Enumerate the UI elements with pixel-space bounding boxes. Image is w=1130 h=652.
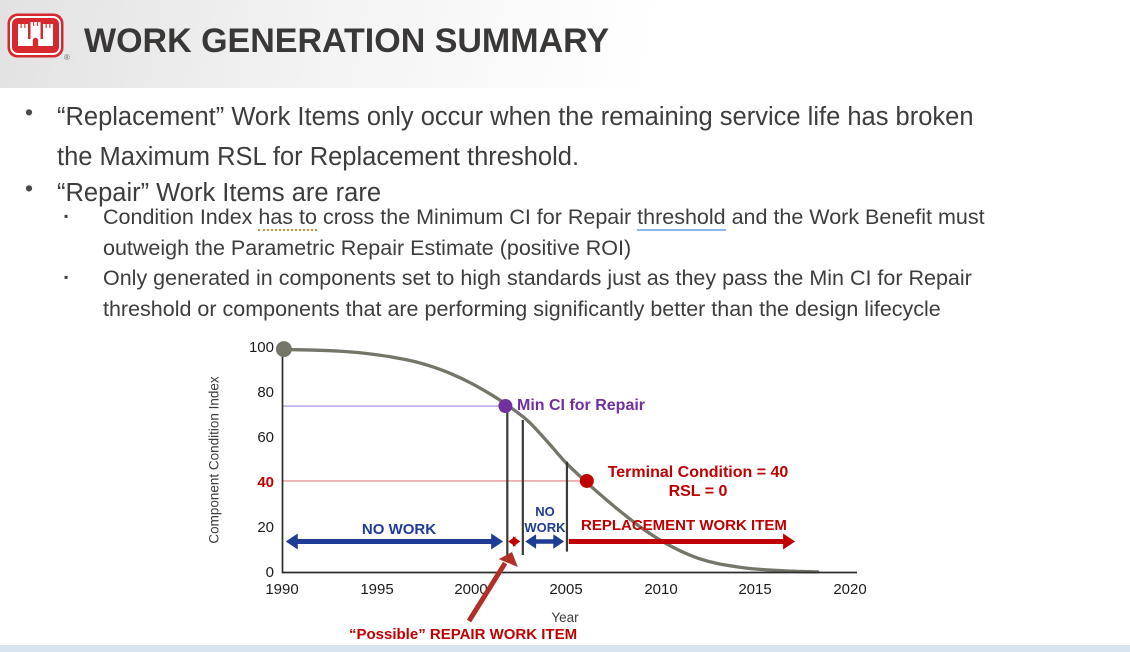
y-tick-label: 20 <box>257 519 274 536</box>
header-gradient <box>0 0 1130 88</box>
y-axis-title: Component Condition Index <box>206 376 222 544</box>
x-tick-label: 2010 <box>644 581 678 598</box>
sub-bullet-generated-line1: Only generated in components set to high… <box>103 266 972 290</box>
bullet-marker: • <box>25 175 34 201</box>
y-tick-label: 40 <box>257 474 274 491</box>
replacement-label: REPLACEMENT WORK ITEM <box>581 517 787 534</box>
terminal-condition-line1: Terminal Condition = 40 <box>607 464 789 481</box>
min-ci-annotation: Min CI for Repair <box>517 397 646 414</box>
y-tick-label: 0 <box>265 564 274 581</box>
slide-footer-strip <box>0 645 1130 652</box>
sub-bullet-marker: ▪ <box>64 209 69 223</box>
terminal-condition-annotation: Terminal Condition = 40 RSL = 0 <box>591 463 805 501</box>
x-tick-label: 1995 <box>360 581 394 598</box>
x-tick-label: 2020 <box>833 581 867 598</box>
x-tick-label: 2005 <box>549 581 583 598</box>
chart-axes <box>281 345 857 574</box>
min-ci-for-repair-dot <box>498 399 513 414</box>
possible-repair-window-arrow-head <box>512 536 521 547</box>
possible-repair-pointer-head <box>498 552 518 567</box>
no-work-left-arrow-head <box>491 533 504 550</box>
bullet-replacement-line2: the Maximum RSL for Replacement threshol… <box>57 143 580 171</box>
condition-curve <box>280 347 820 574</box>
bullet-replacement-line1: “Replacement” Work Items only occur when… <box>57 103 974 131</box>
text-segment: and the Work Benefit must <box>725 205 985 229</box>
no-work-right-arrow-head <box>553 534 565 549</box>
bullet-marker: • <box>25 99 34 125</box>
no-work-right-label: NO WORK <box>514 504 576 535</box>
bullet-repair-line1: “Repair” Work Items are rare <box>57 179 382 207</box>
x-tick-label: 1990 <box>265 581 299 598</box>
terminal-condition-line2: RSL = 0 <box>668 483 728 500</box>
y-tick-label: 80 <box>257 384 274 401</box>
possible-repair-window-arrow-head <box>508 536 516 547</box>
replacement-arrow-head <box>783 533 796 550</box>
no-work-right-arrow-head <box>525 534 537 549</box>
sub-bullet-condition-line2: outweigh the Parametric Repair Estimate … <box>103 235 632 260</box>
grammar-underline-text: has to <box>258 205 317 231</box>
no-work-left-label: NO WORK <box>361 521 437 538</box>
y-tick-label: 100 <box>248 339 274 356</box>
x-tick-label: 2015 <box>738 581 772 598</box>
sub-bullet-condition-line1: Condition Index has to cross the Minimum… <box>103 202 985 233</box>
lifecycle-start-dot <box>275 341 292 358</box>
y-tick-label: 60 <box>257 429 274 446</box>
x-tick-label: 2000 <box>454 581 488 598</box>
x-axis-title: Year <box>551 610 579 625</box>
registered-trademark: ® <box>64 53 70 62</box>
no-work-left-arrow-head <box>285 533 298 550</box>
spellcheck-underline-text: threshold <box>637 205 726 231</box>
slide-title: WORK GENERATION SUMMARY <box>84 22 610 60</box>
sub-bullet-generated-line2: threshold or components that are perform… <box>103 296 941 321</box>
sub-bullet-marker: ▪ <box>64 270 69 284</box>
usace-castle-logo-icon <box>7 13 64 58</box>
text-segment: cross the Minimum CI for Repair <box>316 205 638 229</box>
no-work-right-line2: WORK <box>524 519 566 535</box>
possible-repair-label: “Possible” REPAIR WORK ITEM <box>349 626 578 643</box>
text-segment: Condition Index <box>103 205 259 229</box>
no-work-right-line1: NO <box>535 504 555 519</box>
